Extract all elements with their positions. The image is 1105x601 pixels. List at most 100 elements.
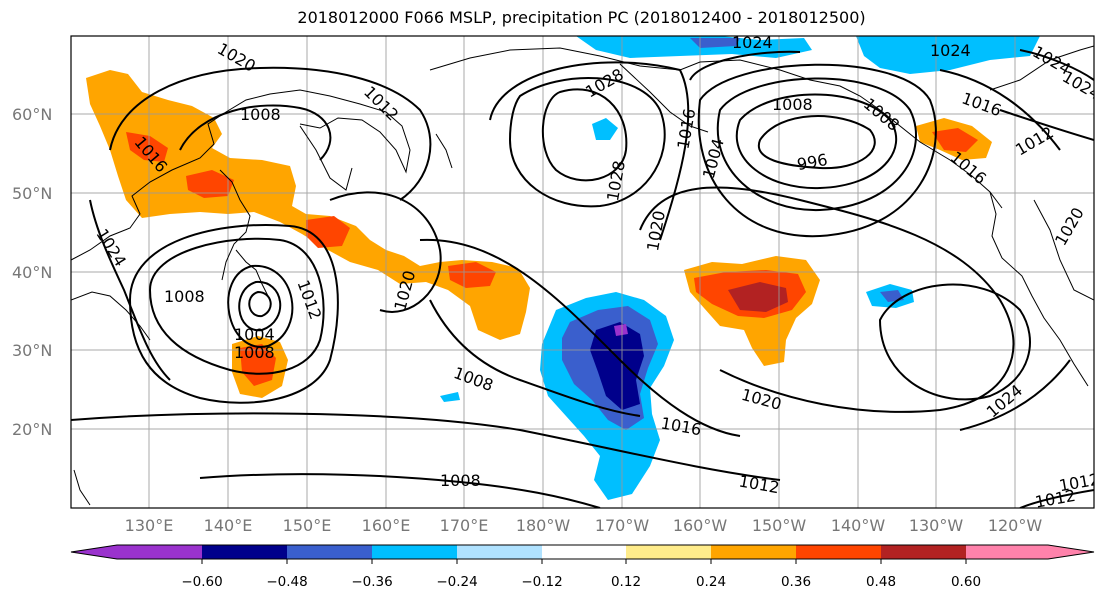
lon-label: 130°W [909,516,964,535]
isobar-1008-w [148,237,325,375]
precip-cyan-northeast [856,36,1040,74]
isobar-label: 1008 [234,343,275,362]
precip-cyan-small3 [440,392,460,402]
isobar-low-typhoon-2 [238,280,282,332]
colorbar-segment [1048,545,1094,559]
lon-label: 170°E [440,516,489,535]
colorbar-segment [711,545,796,559]
precip-cyan-small1 [592,118,618,140]
isobar-low-typhoon-1 [248,290,272,318]
colorbar-tick-label: −0.36 [351,574,392,590]
map-title: 2018012000 F066 MSLP, precipitation PC (… [297,8,866,27]
lon-label: 160°E [362,516,411,535]
colorbar-segment [542,545,626,559]
colorbar-tick-label: 0.24 [696,574,726,590]
colorbar-segment [71,545,117,559]
colorbar-ticks [201,559,967,564]
isobar-1000 [735,93,897,190]
isobar-1016-asia [109,66,432,201]
lon-label: 140°E [204,516,253,535]
lon-label: 130°E [125,516,174,535]
colorbar-segment [626,545,711,559]
longitude-labels: 130°E 140°E 150°E 160°E 170°E 180°W 170°… [125,516,1043,535]
lon-label: 160°W [673,516,728,535]
lon-label: 170°W [595,516,650,535]
isobar-1024-north [508,77,666,208]
isobar-1008-s [429,299,641,417]
lon-label: 180°W [516,516,571,535]
isobar-label: 1024 [732,33,773,52]
colorbar-tick-label: −0.48 [266,574,307,590]
coastlines [71,45,1094,506]
isobar-1012-w [128,224,339,404]
lat-label: 20°N [12,420,52,439]
colorbar: −0.60 −0.48 −0.36 −0.24 −0.12 0.12 0.24 … [70,544,1095,590]
lon-label: 140°W [831,516,886,535]
colorbar-tick-label: 0.60 [951,574,981,590]
lon-label: 150°W [752,516,807,535]
isobar-label: 1008 [440,471,481,490]
precip-redorange-typhoon [240,344,276,386]
lat-label: 50°N [12,184,52,203]
precip-redorange-japan [186,170,234,198]
colorbar-segment [117,545,202,559]
isobar-label: 1012 [1034,486,1077,512]
isobar-1024-west [89,199,171,381]
precip-blue-north [690,38,740,48]
isobar-1016-front [419,238,741,437]
isobar-1020-north [489,61,690,241]
isobar-1008-bottom [199,473,601,508]
isobar-1012-se [1019,489,1094,508]
latitude-labels: 60°N 50°N 40°N 30°N 20°N [12,105,52,439]
colorbar-tick-label: 0.12 [611,574,641,590]
isobar-label: 1008 [240,105,281,124]
isobar-1004-n [716,77,917,212]
isobars [71,49,1094,508]
precip-cyan-north [576,36,812,58]
isobar-1020-mid [329,191,442,313]
precip-negative-shading [440,36,1040,500]
precip-redorange-asia [126,132,168,162]
precip-redorange-mid [306,216,350,248]
isobar-996 [757,115,876,170]
isobar-label: 1004 [234,325,275,344]
isobar-1008-n [697,63,937,238]
isobar-1024-se [959,359,1071,431]
colorbar-segment [881,545,966,559]
colorbar-tick-label: −0.24 [436,574,477,590]
lat-label: 40°N [12,263,52,282]
graticule [71,36,1094,508]
colorbar-segment [796,545,881,559]
isobar-label: 1008 [164,287,205,306]
colorbar-segment [287,545,372,559]
precip-purple-central [614,324,628,336]
colorbar-tick-label: −0.60 [181,574,222,590]
lon-label: 120°W [988,516,1043,535]
isobar-1020-hi [639,186,1015,413]
colorbar-segment [372,545,457,559]
precip-redorange-dateline [448,262,496,288]
colorbar-segment [202,545,287,559]
isobar-label: 1024 [930,41,971,60]
map-frame [70,35,1095,509]
lat-label: 60°N [12,105,52,124]
colorbar-tick-label: 0.48 [866,574,896,590]
isobar-label: 1008 [772,95,813,114]
precip-redorange-coast [932,128,978,152]
colorbar-tick-label: 0.36 [781,574,811,590]
isobar-1028-north [542,88,628,182]
isobar-1016-e [939,69,1061,151]
colorbar-outline [70,544,1095,560]
isobar-1024-ne [1019,49,1094,81]
lat-label: 30°N [12,341,52,360]
isobar-1012-s [71,412,781,481]
colorbar-tick-label: −0.12 [521,574,562,590]
isobar-1012-n [689,50,801,81]
isobar-1024-hi [878,283,1031,401]
isobar-1004 [227,264,294,348]
colorbar-segment [457,545,542,559]
isobar-1008-asia [179,104,332,161]
lon-label: 150°E [283,516,332,535]
isobar-1012-ne [999,109,1094,141]
